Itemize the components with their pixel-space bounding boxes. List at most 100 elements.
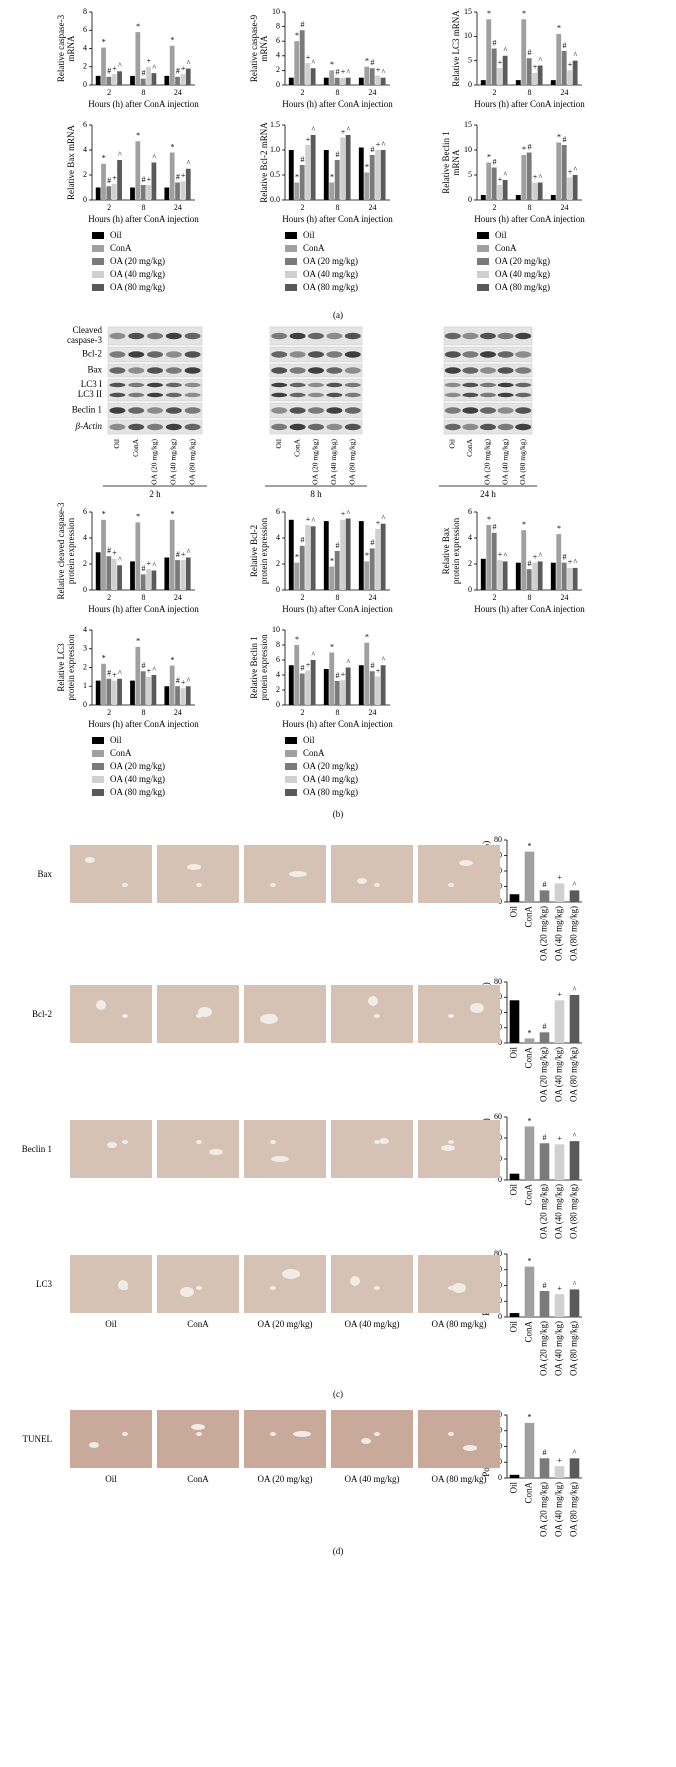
x-axis-label: Hours (h) after ConA injection [88,214,199,224]
micrograph-vessel [270,1014,276,1018]
blot-band [165,367,182,374]
significance-mark: # [563,553,567,562]
blot-band [165,332,182,340]
significance-mark: # [142,564,146,573]
significance-mark: * [170,142,174,151]
bar [164,75,170,85]
micrograph-vessel [191,1424,205,1430]
y-tick-label: 6 [468,507,472,516]
bar [329,182,335,200]
x-axis-label: Hours (h) after ConA injection [282,99,393,109]
bar [175,182,180,200]
micrograph [157,1255,239,1313]
micrograph-vessel [122,1014,128,1018]
y-tick-label: 2 [468,559,472,568]
bar [532,562,538,590]
y-tick-label: 0 [498,1175,502,1184]
bar [554,1294,565,1317]
micrograph-vessel [196,1286,202,1290]
bar [135,141,141,200]
bar [480,558,486,590]
micrograph-vessel [357,878,367,884]
blot-band [444,367,461,374]
bar [480,195,486,200]
significance-mark: ^ [152,560,156,569]
bar [310,135,316,200]
y-tick-label: 4 [83,43,87,52]
bar [345,77,351,85]
legend-label: ConA [495,243,517,253]
bar [294,41,300,85]
micrograph [331,1255,413,1313]
x-tick-label: Oil [509,1047,519,1059]
legend-swatch [92,763,104,770]
blot-band [308,423,324,431]
bar [502,180,508,200]
blot-strip [107,402,203,419]
micrograph-vessel [270,883,276,887]
legend-label: OA (20 mg/kg) [110,761,165,771]
blot-band [271,351,288,358]
lane-label: OA (40 mg/kg) [329,439,338,485]
significance-mark: ^ [152,665,156,674]
blot-band [497,382,514,388]
blot-band [344,367,361,374]
blot-band [480,392,496,398]
blot-band [515,332,532,340]
y-tick-label: 0 [276,700,280,709]
bar [299,673,305,705]
y-tick-label: 4 [276,51,280,60]
micrograph-vessel [448,1140,454,1144]
x-axis-label: Hours (h) after ConA injection [88,719,199,729]
significance-mark: + [147,57,152,66]
y-tick-label: 2 [83,559,87,568]
micrograph [418,985,500,1043]
significance-mark: * [102,154,106,163]
y-tick-label: 10 [272,625,280,634]
x-tick-label: 24 [174,593,182,602]
micrograph-vessel [379,1138,389,1144]
x-tick-label: OA (80 mg/kg) [569,1184,579,1239]
significance-mark: ^ [539,172,543,181]
significance-mark: ^ [504,551,508,560]
x-tick-label: 2 [107,203,111,212]
micrograph-vessel [374,1286,380,1290]
bar [524,1422,535,1478]
panel-label: (b) [333,809,344,819]
bar [117,565,122,590]
x-tick-label: 8 [142,203,146,212]
blot-band [444,423,461,431]
bar [569,994,580,1043]
x-tick-label: 24 [174,708,182,717]
significance-mark: # [336,541,340,550]
x-tick-label: Oil [509,1321,519,1333]
panel-label: (d) [333,1546,344,1556]
significance-mark: * [365,633,369,642]
x-axis-label: Hours (h) after ConA injection [282,604,393,614]
x-tick-label: 24 [369,88,377,97]
legend-swatch [92,271,104,278]
y-tick-label: 5 [468,170,472,179]
significance-mark: + [181,678,186,687]
blot-row-label: Cleaved [73,325,103,335]
micrograph-vessel [270,1432,276,1436]
bar [164,557,170,590]
bar [185,168,191,200]
y-tick-label: 1 [83,681,87,690]
blot-band [289,332,306,340]
blot-band [515,423,532,431]
y-tick-label: 4 [83,625,87,634]
significance-mark: ^ [573,1131,577,1140]
legend-label: OA (80 mg/kg) [303,282,358,292]
x-tick-label: 8 [336,203,340,212]
blot-band [308,351,324,358]
micrograph [331,985,413,1043]
legend-label: OA (20 mg/kg) [495,256,550,266]
bar [502,55,508,85]
bar [569,1141,580,1180]
legend-swatch [285,284,297,291]
micrograph [70,845,152,903]
bar [95,680,101,705]
lane-label: OA (80 mg/kg) [187,439,196,485]
